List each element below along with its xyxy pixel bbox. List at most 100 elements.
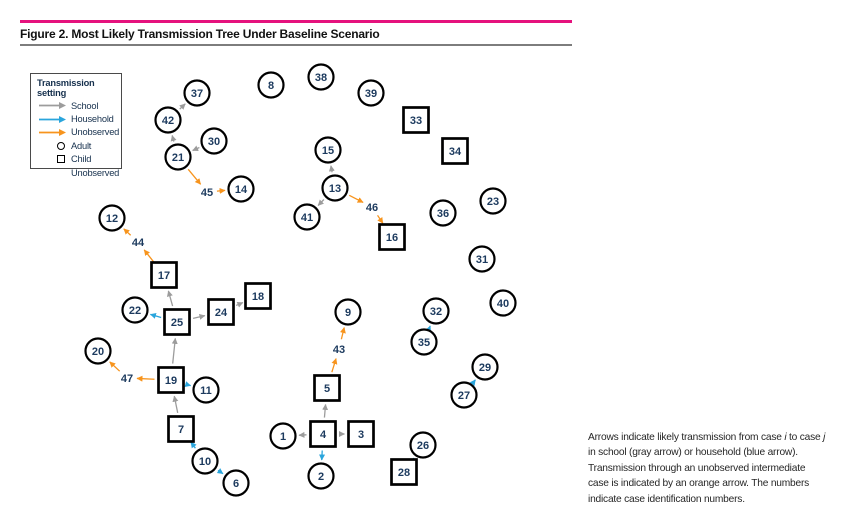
case-node-6: 6 [222,469,250,497]
edge-25-24 [192,313,206,320]
unobserved-arrow-icon [37,128,67,137]
edge-4-5 [322,403,329,418]
case-number-1: 1 [280,431,286,443]
case-number-4: 4 [320,429,327,441]
edge-u47-20 [109,361,121,372]
adult-circle-icon [37,141,67,150]
case-node-3: 3 [347,420,375,448]
case-node-13: 13 [321,174,349,202]
case-number-8: 8 [268,80,274,92]
school-arrow-icon [37,101,67,110]
accent-rule [20,20,572,23]
case-node-2: 2 [307,462,335,490]
case-node-31: 31 [468,245,496,273]
legend-label-school: School [71,100,99,111]
case-number-11: 11 [200,385,212,397]
edge-19-25 [171,337,178,364]
unobserved-case-label-45: 45 [201,187,213,199]
legend-label-child: Child [71,154,92,165]
unobserved-case-label-46: 46 [366,202,378,214]
edge-5-u43 [331,358,338,373]
case-number-33: 33 [410,115,422,127]
case-number-40: 40 [497,298,509,310]
case-node-9: 9 [334,298,362,326]
edge-13-u46 [348,194,364,204]
legend-label-adult: Adult [71,140,92,151]
case-node-15: 15 [314,136,342,164]
edge-42-37 [179,103,186,110]
caption-text: i [784,432,787,443]
case-number-37: 37 [191,88,203,100]
legend-label-household: Household [71,114,114,125]
caption-text: in school (gray arrow) or household (blu… [588,447,798,459]
legend-box: Transmission setting School Household [30,73,122,178]
legend-label-unobserved-arrow: Unobserved [71,127,120,138]
case-number-35: 35 [418,337,430,349]
edge-25-17 [166,290,174,307]
case-number-2: 2 [318,471,324,483]
case-node-20: 20 [84,337,112,365]
edge-24-18 [235,301,244,308]
case-node-26: 26 [409,431,437,459]
case-number-14: 14 [235,184,248,196]
case-node-16: 16 [378,223,406,251]
edge-13-15 [328,165,335,173]
case-number-42: 42 [162,115,174,127]
case-number-18: 18 [252,291,264,303]
case-node-41: 41 [293,203,321,231]
case-node-36: 36 [429,199,457,227]
case-number-23: 23 [487,196,499,208]
case-node-17: 17 [150,261,178,289]
case-number-12: 12 [106,213,118,225]
case-number-20: 20 [92,346,104,358]
caption-text: Transmission through an unobserved inter… [588,462,806,474]
case-node-21: 21 [164,143,192,171]
edge-19-11 [184,381,192,387]
edge-25-22 [149,313,162,319]
legend-item-adult: Adult [37,139,117,152]
edge-19-u47 [136,375,155,382]
case-number-13: 13 [329,183,341,195]
case-node-37: 37 [183,79,211,107]
case-number-41: 41 [301,212,313,224]
edge-u44-12 [123,228,132,236]
unobserved-case-label-47: 47 [121,373,133,385]
case-node-27: 27 [450,381,478,409]
case-number-10: 10 [199,456,211,468]
case-number-5: 5 [324,383,330,395]
case-node-40: 40 [489,289,517,317]
case-node-25: 25 [163,308,191,336]
case-number-17: 17 [158,270,170,282]
case-number-32: 32 [430,306,442,318]
case-number-19: 19 [165,375,177,387]
case-node-22: 22 [121,296,149,324]
case-number-25: 25 [171,317,183,329]
case-node-7: 7 [167,415,195,443]
edge-21-42 [170,134,177,142]
case-node-18: 18 [244,282,272,310]
edge-7-19 [172,395,179,413]
case-node-24: 24 [207,298,235,326]
caption-text: case is indicated by an orange arrow. Th… [588,478,810,490]
case-node-33: 33 [402,106,430,134]
edge-27-29 [469,379,476,386]
edge-17-u44 [143,249,155,263]
edge-u43-9 [340,327,346,340]
legend-item-unobserved-arrow: Unobserved [37,126,120,139]
legend-item-school: School [37,99,117,112]
case-node-30: 30 [200,127,228,155]
case-number-22: 22 [129,305,141,317]
caption-text: j [823,432,826,443]
legend-item-unobserved-node: Unobserved [37,166,119,179]
case-number-28: 28 [398,467,410,479]
legend-item-child: Child [37,153,117,166]
case-number-29: 29 [479,362,491,374]
case-node-38: 38 [307,63,335,91]
case-number-24: 24 [215,307,228,319]
figure-title: Figure 2. Most Likely Transmission Tree … [20,27,380,41]
case-node-29: 29 [471,353,499,381]
case-number-27: 27 [458,390,470,402]
caption-text: to case [786,432,824,443]
case-number-9: 9 [345,307,351,319]
